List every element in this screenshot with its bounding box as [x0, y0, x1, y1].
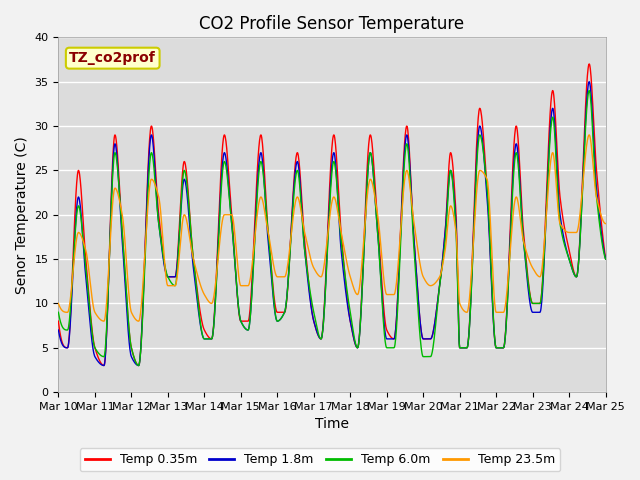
Text: TZ_co2prof: TZ_co2prof: [69, 51, 156, 65]
Legend: Temp 0.35m, Temp 1.8m, Temp 6.0m, Temp 23.5m: Temp 0.35m, Temp 1.8m, Temp 6.0m, Temp 2…: [79, 448, 561, 471]
X-axis label: Time: Time: [315, 418, 349, 432]
Title: CO2 Profile Sensor Temperature: CO2 Profile Sensor Temperature: [200, 15, 465, 33]
Y-axis label: Senor Temperature (C): Senor Temperature (C): [15, 136, 29, 294]
